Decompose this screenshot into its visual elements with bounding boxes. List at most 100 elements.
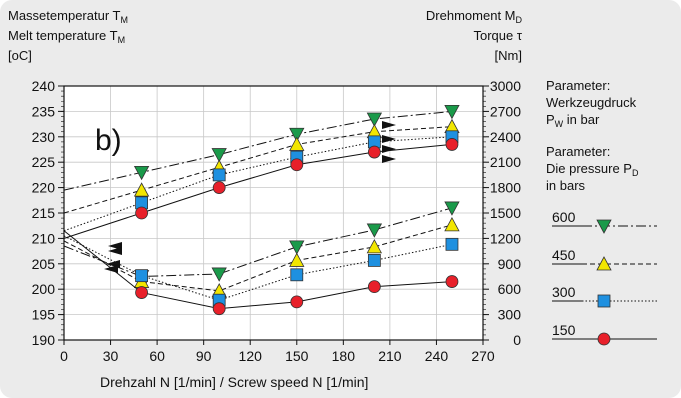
- legend-item-450: 450: [552, 247, 657, 271]
- torque-line-600: [63, 207, 453, 278]
- arrow-to-left-axis: [108, 247, 122, 255]
- legend-marker: [596, 219, 612, 234]
- temperature-point: [133, 165, 150, 181]
- y-right-tick-label: 900: [498, 256, 522, 272]
- y-right-tick-label: 2400: [490, 129, 521, 145]
- legend-marker: [596, 256, 612, 271]
- y-left-tick-label: 215: [32, 205, 56, 221]
- legend-line1-de: Werkzeugdruck: [546, 95, 637, 110]
- y-right-tick-label: 1800: [490, 180, 521, 196]
- legend-item-600: 600: [552, 209, 657, 234]
- torque-point: [135, 269, 148, 283]
- torque-line-450: [63, 224, 453, 292]
- torque-point: [445, 237, 459, 251]
- left-axis-unit: [oC]: [8, 48, 32, 63]
- panel-label: b): [95, 124, 122, 157]
- y-left-tick-label: 190: [32, 332, 56, 348]
- temperature-point: [133, 182, 150, 197]
- legend-title-en: Parameter:: [546, 144, 611, 159]
- y-left-tick-label: 205: [32, 256, 56, 272]
- temperature-point: [290, 158, 304, 172]
- torque-point: [289, 240, 305, 255]
- torque-point: [366, 223, 383, 238]
- torque-line-150: [63, 230, 452, 310]
- y-left-tick-label: 200: [32, 281, 56, 297]
- temperature-point: [289, 127, 305, 143]
- right-axis-title-en: Torque τ: [473, 28, 523, 43]
- x-tick-label: 0: [60, 348, 68, 364]
- torque-point: [212, 302, 226, 316]
- torque-point: [366, 239, 383, 254]
- temperature-point: [212, 168, 226, 182]
- temperature-line-450: [63, 126, 452, 214]
- legend: 600 450 300 150: [552, 209, 657, 346]
- right-axis-unit: [Nm]: [494, 48, 522, 63]
- axis-arrows: [104, 121, 396, 273]
- y-right-tick-label: 1500: [490, 205, 521, 221]
- legend-marker: [597, 332, 611, 346]
- legend-marker: [597, 294, 611, 308]
- y-left-tick-label: 235: [32, 103, 56, 119]
- legend-label: 450: [552, 247, 576, 263]
- x-tick-label: 210: [378, 348, 402, 364]
- torque-point: [445, 275, 459, 288]
- y-left-tick-label: 230: [32, 129, 56, 145]
- y-left-tick-label: 195: [32, 307, 56, 323]
- arrow-to-left-axis: [104, 265, 118, 273]
- y-left-tick-label: 225: [32, 154, 56, 170]
- right-axis-title-de: Drehmoment MD: [425, 8, 522, 25]
- y-right-tick-label: 2700: [490, 103, 521, 119]
- x-tick-label: 240: [425, 348, 449, 364]
- torque-point: [135, 286, 148, 299]
- torque-point: [211, 267, 227, 282]
- torque-point: [444, 201, 460, 216]
- legend-line2-en: in bars: [546, 178, 586, 193]
- torque-point: [444, 217, 460, 232]
- legend-item-300: 300: [552, 284, 657, 308]
- arrow-to-right-axis: [382, 121, 396, 129]
- temperature-point: [444, 105, 460, 120]
- x-tick-label: 60: [149, 348, 165, 364]
- temperature-line-600: [63, 110, 453, 191]
- temperature-point: [212, 181, 226, 195]
- x-axis-title: Drehzahl N [1/min] / Screw speed N [1/mi…: [100, 374, 369, 390]
- torque-point: [290, 268, 304, 282]
- legend-label: 600: [552, 209, 576, 225]
- temperature-point: [211, 148, 227, 163]
- temperature-point: [135, 206, 148, 220]
- series-layer: [63, 105, 460, 316]
- left-axis-title-de: Massetemperatur TM: [8, 8, 128, 25]
- legend-label: 300: [552, 284, 576, 300]
- legend-line1-en: Die pressure PD: [546, 161, 639, 178]
- x-tick-label: 180: [332, 348, 356, 364]
- temperature-point: [366, 112, 383, 127]
- y-right-tick-label: 3000: [490, 78, 521, 94]
- y-left-tick-label: 220: [32, 180, 56, 196]
- x-tick-label: 270: [471, 348, 495, 364]
- y-left-tick-label: 210: [32, 230, 56, 246]
- temperature-point: [289, 136, 305, 151]
- grid: [63, 85, 484, 341]
- temperature-point: [367, 145, 381, 159]
- torque-point: [290, 295, 304, 309]
- arrow-to-right-axis: [382, 155, 396, 163]
- legend-title-de: Parameter:: [546, 78, 611, 93]
- arrow-to-right-axis: [382, 135, 396, 143]
- y-right-tick-label: 300: [498, 307, 522, 323]
- torque-point: [367, 254, 381, 267]
- x-tick-label: 150: [285, 348, 309, 364]
- y-right-tick-label: 1200: [490, 230, 521, 246]
- legend-label: 150: [552, 322, 576, 338]
- y-right-tick-label: 600: [498, 281, 522, 297]
- legend-line2-de: PW in bar: [546, 112, 600, 129]
- left-axis-title-en: Melt temperature TM: [8, 28, 126, 45]
- arrow-to-right-axis: [382, 145, 396, 153]
- legend-item-150: 150: [552, 322, 657, 346]
- torque-point: [367, 280, 381, 294]
- y-right-tick-label: 2100: [490, 154, 521, 170]
- torque-point: [289, 252, 305, 267]
- y-left-tick-label: 240: [32, 78, 56, 94]
